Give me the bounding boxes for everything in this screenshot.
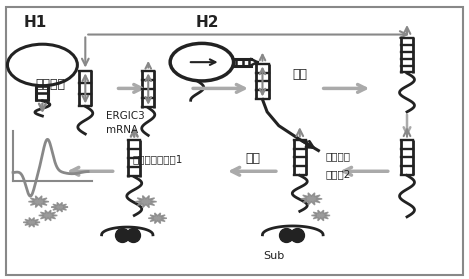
- Polygon shape: [29, 196, 49, 207]
- Polygon shape: [38, 210, 57, 221]
- Text: mRNA: mRNA: [106, 125, 138, 135]
- Polygon shape: [301, 193, 322, 205]
- Text: H2: H2: [196, 15, 219, 30]
- Circle shape: [170, 43, 234, 81]
- Text: 荧光信号: 荧光信号: [35, 78, 65, 91]
- Text: Sub: Sub: [264, 251, 285, 261]
- Text: 剪切: 剪切: [246, 152, 261, 165]
- Circle shape: [8, 44, 77, 86]
- Text: 组装: 组装: [293, 68, 308, 81]
- Polygon shape: [135, 196, 157, 208]
- Text: 亚单位2: 亚单位2: [325, 169, 351, 179]
- Text: 催化核酸亚单位1: 催化核酸亚单位1: [132, 154, 183, 164]
- Text: ERGIC3: ERGIC3: [106, 111, 145, 121]
- Polygon shape: [148, 213, 167, 223]
- Polygon shape: [311, 210, 330, 221]
- Text: 催化核酸: 催化核酸: [325, 151, 350, 161]
- Text: H1: H1: [23, 15, 46, 30]
- Polygon shape: [23, 218, 40, 227]
- Polygon shape: [51, 203, 68, 212]
